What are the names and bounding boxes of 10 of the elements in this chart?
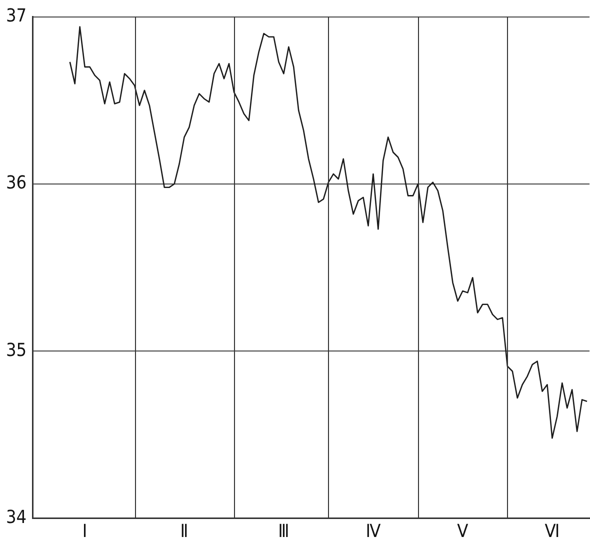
y-tick-label: 35 bbox=[6, 340, 27, 361]
x-tick-label: Ⅲ bbox=[278, 520, 290, 542]
x-tick-label: Ⅵ bbox=[544, 520, 560, 542]
x-tick-label: Ⅱ bbox=[180, 520, 188, 542]
x-tick-label: Ⅳ bbox=[366, 520, 381, 542]
y-tick-label: 36 bbox=[6, 172, 27, 194]
y-tick-label: 37 bbox=[6, 5, 27, 26]
x-tick-label: Ⅴ bbox=[457, 520, 468, 542]
x-tick-label: Ⅰ bbox=[82, 520, 88, 542]
y-tick-label: 34 bbox=[6, 507, 27, 528]
